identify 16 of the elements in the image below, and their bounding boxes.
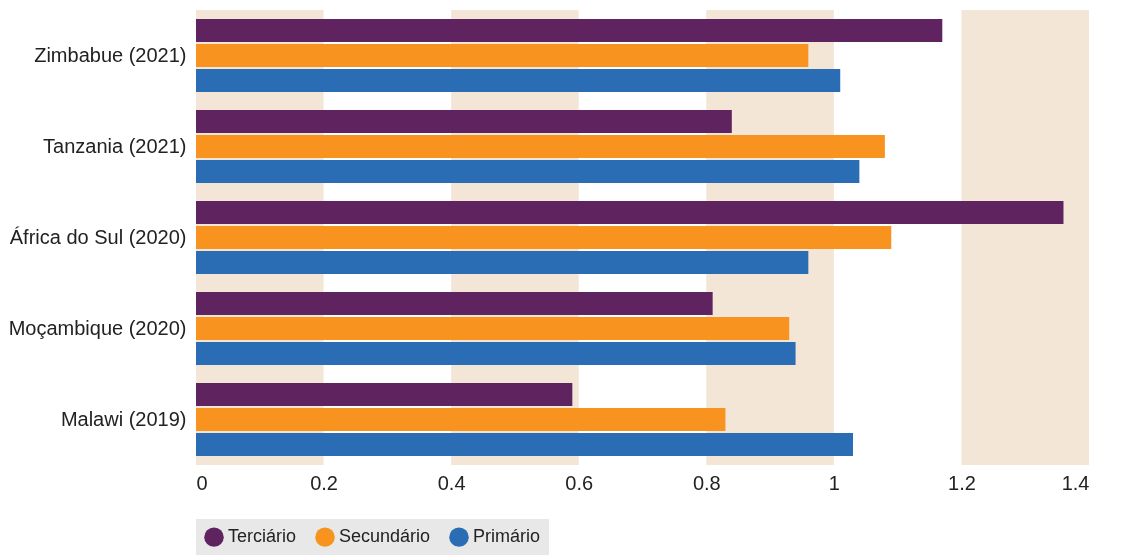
y-tick-label: Malawi (2019) — [60, 407, 187, 430]
x-tick-label: 1.4 — [1061, 471, 1090, 494]
legend-label: Terciário — [228, 526, 297, 547]
legend-label: Primário — [473, 526, 541, 547]
y-tick-label: África do Sul (2020) — [9, 225, 187, 248]
x-tick-label: 0 — [196, 471, 208, 494]
x-tick-label: 1.2 — [948, 471, 976, 494]
x-tick-label: 0.6 — [565, 471, 594, 494]
y-tick-label: Zimbabue (2021) — [34, 43, 187, 66]
legend-label: Secundário — [339, 526, 431, 547]
x-tick-label: 0.8 — [692, 471, 721, 494]
y-tick-label: Moçambique (2020) — [8, 316, 187, 339]
x-tick-label: 0.4 — [437, 471, 466, 494]
x-tick-label: 0.2 — [310, 471, 338, 494]
x-tick-label: 1 — [828, 471, 840, 494]
y-tick-label: Tanzania (2021) — [43, 134, 187, 157]
